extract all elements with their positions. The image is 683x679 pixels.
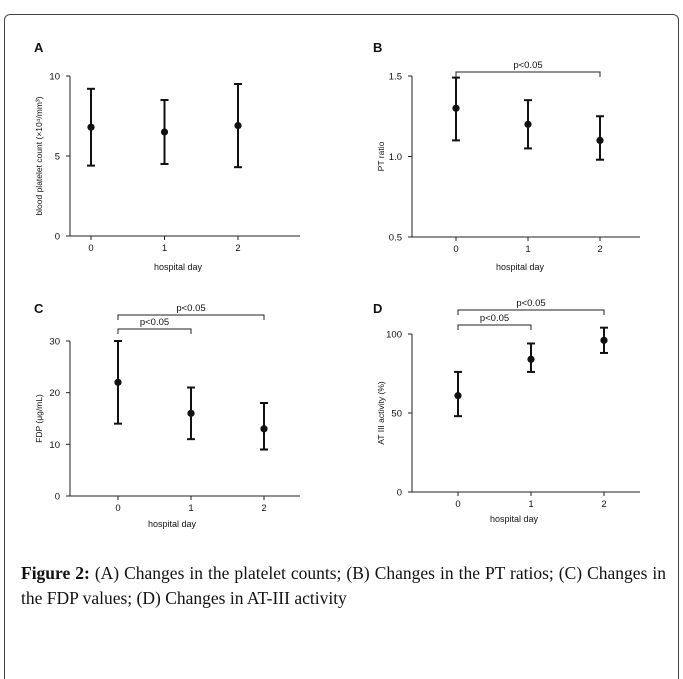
panel-b-significance-label: p<0.05 bbox=[513, 60, 542, 71]
panel-c-ytick-label: 30 bbox=[49, 337, 60, 348]
panel-c-mean-point bbox=[187, 409, 195, 417]
panel-a-x-label: hospital day bbox=[154, 262, 203, 272]
panel-c-xtick-label: 0 bbox=[115, 503, 120, 514]
panel-c-ytick-label: 0 bbox=[55, 492, 60, 503]
panel-d-mean-point bbox=[600, 336, 608, 344]
panel-c-letter: C bbox=[34, 301, 44, 316]
panel-d-xtick-label: 1 bbox=[528, 499, 533, 510]
panel-d-mean-point bbox=[454, 392, 462, 400]
panel-b-mean-point bbox=[452, 104, 460, 112]
panel-b-y-label: PT ratio bbox=[376, 141, 386, 171]
panel-d-ytick-label: 100 bbox=[386, 330, 402, 341]
panel-a-xtick-label: 1 bbox=[162, 243, 167, 254]
panel-b-xtick-label: 0 bbox=[453, 244, 458, 255]
panel-a-xtick-label: 2 bbox=[235, 243, 240, 254]
panel-d-xtick-label: 0 bbox=[455, 499, 460, 510]
panel-c-xtick-label: 1 bbox=[188, 503, 193, 514]
caption-label: Figure 2: bbox=[21, 563, 90, 583]
panel-c-ytick-label: 10 bbox=[49, 440, 60, 451]
panel-c-mean-point bbox=[114, 378, 122, 386]
panel-a-ytick-label: 5 bbox=[55, 152, 60, 163]
panel-d-x-label: hospital day bbox=[490, 514, 539, 524]
panel-c-significance-label: p<0.05 bbox=[140, 317, 169, 328]
panel-d-mean-point bbox=[527, 355, 535, 363]
panel-d-y-label: AT III activity (%) bbox=[376, 381, 386, 445]
panel-c-y-label: FDP (μg/mL) bbox=[34, 394, 44, 443]
figure-frame bbox=[4, 14, 679, 679]
panel-a-xtick-label: 0 bbox=[88, 243, 93, 254]
panel-c-significance-bracket bbox=[117, 314, 265, 320]
panel-c-xtick-label: 2 bbox=[261, 503, 266, 514]
panel-a-ytick-label: 10 bbox=[49, 72, 60, 83]
panel-d-significance-label: p<0.05 bbox=[480, 313, 509, 324]
panel-a-mean-point bbox=[87, 123, 95, 131]
panel-b-ytick-label: 0.5 bbox=[389, 233, 402, 244]
panel-b-x-label: hospital day bbox=[496, 262, 545, 272]
panel-d-ytick-label: 0 bbox=[397, 488, 402, 499]
panel-c-significance-label: p<0.05 bbox=[176, 303, 205, 314]
panel-b-xtick-label: 1 bbox=[525, 244, 530, 255]
panel-b-ytick-label: 1.0 bbox=[389, 152, 402, 163]
panel-a-mean-point bbox=[160, 128, 169, 136]
panel-a-y-label: blood platelet count (×10⁴/mm³) bbox=[34, 96, 44, 215]
panel-b-letter: B bbox=[373, 40, 382, 55]
panel-b-ytick-label: 1.5 bbox=[389, 72, 402, 83]
panel-b-mean-point bbox=[524, 120, 532, 128]
panel-c-ytick-label: 20 bbox=[49, 388, 60, 399]
panel-d-xtick-label: 2 bbox=[601, 499, 606, 510]
panel-a-letter: A bbox=[34, 40, 44, 55]
panel-c-significance-bracket bbox=[117, 328, 192, 334]
panel-d-significance-bracket bbox=[457, 309, 605, 315]
panel-b-mean-point bbox=[596, 136, 604, 144]
panel-a-ytick-label: 0 bbox=[55, 232, 60, 243]
panel-d-significance-bracket bbox=[457, 324, 532, 330]
panel-d-letter: D bbox=[373, 301, 382, 316]
figure-caption: Figure 2: (A) Changes in the platelet co… bbox=[21, 561, 666, 611]
panel-a-mean-point bbox=[234, 122, 242, 130]
panel-b-significance-bracket bbox=[455, 71, 601, 77]
panel-c-x-label: hospital day bbox=[148, 519, 197, 529]
panel-d-significance-label: p<0.05 bbox=[516, 298, 545, 309]
caption-text: (A) Changes in the platelet counts; (B) … bbox=[21, 563, 666, 608]
panel-c-mean-point bbox=[260, 425, 268, 433]
panel-d-ytick-label: 50 bbox=[391, 409, 402, 420]
panel-b-xtick-label: 2 bbox=[597, 244, 602, 255]
